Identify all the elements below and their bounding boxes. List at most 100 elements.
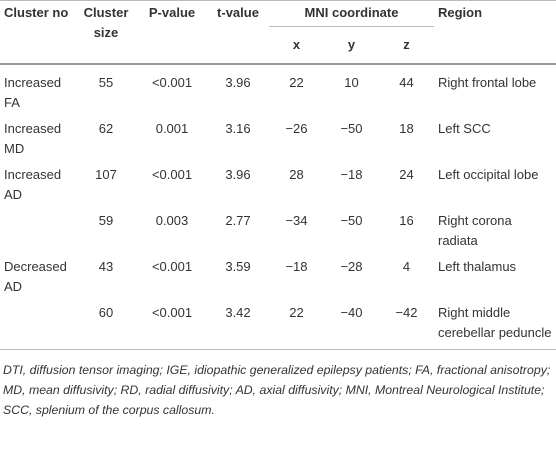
table-cell: −42 xyxy=(379,300,434,350)
cell-text: 3.16 xyxy=(225,121,251,136)
table-cell: 28 xyxy=(269,162,324,208)
table-cell xyxy=(0,208,75,254)
cell-text: −50 xyxy=(340,213,363,228)
cell-text: 3.42 xyxy=(225,305,251,320)
cell-text: 62 xyxy=(98,121,114,136)
cell-text: <0.001 xyxy=(151,167,193,182)
cell-text: 60 xyxy=(98,305,114,320)
header-row: x y z xyxy=(0,26,556,65)
header-cell: Cluster size xyxy=(75,0,137,65)
cell-text: <0.001 xyxy=(151,75,193,90)
cell-text: −42 xyxy=(395,305,418,320)
cell-text: Left occipital lobe xyxy=(438,167,539,182)
cell-text: Decreased AD xyxy=(4,259,67,294)
header-text: y xyxy=(347,37,356,52)
table-cell: −28 xyxy=(324,254,379,300)
cell-text: Left SCC xyxy=(438,121,491,136)
cell-text: Increased MD xyxy=(4,121,62,156)
table-cell: 3.96 xyxy=(207,162,269,208)
table-cell xyxy=(0,300,75,350)
table-cell: Left SCC xyxy=(434,116,556,162)
table-cell: 2.77 xyxy=(207,208,269,254)
cell-text: 107 xyxy=(95,167,117,182)
table-body: Increased FA 55 <0.001 3.96 22 10 44 Right fron… xyxy=(0,64,556,350)
cell-text: Right middle cerebellar peduncle xyxy=(438,305,552,340)
table-cell: 60 xyxy=(75,300,137,350)
header-text: P-value xyxy=(148,5,196,20)
table-cell: 10 xyxy=(324,64,379,116)
header-cell: z xyxy=(379,26,434,65)
header-text: x xyxy=(292,37,301,52)
table-cell: 3.16 xyxy=(207,116,269,162)
table-cell: 43 xyxy=(75,254,137,300)
cell-text: Increased FA xyxy=(4,75,62,110)
table-cell: −50 xyxy=(324,116,379,162)
header-cell: t-value xyxy=(207,0,269,65)
cell-text: 43 xyxy=(98,259,114,274)
table-row: 59 0.003 2.77 −34 −50 16 Right corona radiata xyxy=(0,208,556,254)
header-cell: x xyxy=(269,26,324,65)
table-cell: −18 xyxy=(324,162,379,208)
table-cell: 3.96 xyxy=(207,64,269,116)
table-cell: Left occipital lobe xyxy=(434,162,556,208)
cell-text: 4 xyxy=(402,259,411,274)
header-text: t-value xyxy=(217,5,259,20)
results-table: Cluster no Cluster size P-value t-value MNI … xyxy=(0,0,556,350)
cell-text: <0.001 xyxy=(151,305,193,320)
cell-text: −18 xyxy=(340,167,363,182)
cell-text: 44 xyxy=(399,75,414,90)
table-cell: 18 xyxy=(379,116,434,162)
footnote: DTI, diffusion tensor imaging; IGE, idio… xyxy=(3,363,551,417)
cell-text: 28 xyxy=(289,167,304,182)
table-row: Increased AD 107 <0.001 3.96 28 −18 24 Left occ… xyxy=(0,162,556,208)
cell-text: 3.59 xyxy=(225,259,251,274)
cell-text: 3.96 xyxy=(225,167,251,182)
header-text: Region xyxy=(438,5,483,20)
table-row: Decreased AD 43 <0.001 3.59 −18 −28 4 Left thal… xyxy=(0,254,556,300)
cell-text: Right corona radiata xyxy=(438,213,512,248)
table-cell: 4 xyxy=(379,254,434,300)
table-cell: 59 xyxy=(75,208,137,254)
header-text: Cluster size xyxy=(83,5,129,40)
table-cell: −50 xyxy=(324,208,379,254)
table-row: Increased FA 55 <0.001 3.96 22 10 44 Right fron… xyxy=(0,64,556,116)
cell-text: <0.001 xyxy=(151,259,193,274)
table-cell: 22 xyxy=(269,64,324,116)
header-cell: y xyxy=(324,26,379,65)
table-row: 60 <0.001 3.42 22 −40 −42 Right middle cerebel… xyxy=(0,300,556,350)
table-row: Increased MD 62 0.001 3.16 −26 −50 18 Left SCC xyxy=(0,116,556,162)
table-cell: 107 xyxy=(75,162,137,208)
table-cell: 24 xyxy=(379,162,434,208)
cell-text: −18 xyxy=(285,259,308,274)
table-cell: 3.59 xyxy=(207,254,269,300)
table-cell: 22 xyxy=(269,300,324,350)
header-cell: Cluster no xyxy=(0,0,75,65)
table-header: Cluster no Cluster size P-value t-value MNI … xyxy=(0,0,556,65)
table-cell: Increased FA xyxy=(0,64,75,116)
cell-text: 55 xyxy=(98,75,114,90)
cell-text: Left thalamus xyxy=(438,259,517,274)
table-cell: <0.001 xyxy=(137,64,207,116)
table-cell: <0.001 xyxy=(137,162,207,208)
cell-text: 22 xyxy=(289,305,304,320)
cell-text: 0.003 xyxy=(155,213,189,228)
cell-text: 18 xyxy=(399,121,414,136)
cell-text: −50 xyxy=(340,121,363,136)
table-cell: −26 xyxy=(269,116,324,162)
table-cell: 16 xyxy=(379,208,434,254)
cell-text: −28 xyxy=(340,259,363,274)
table-cell: 44 xyxy=(379,64,434,116)
table-cell: −18 xyxy=(269,254,324,300)
header-text: z xyxy=(403,37,410,52)
cell-text: 10 xyxy=(344,75,359,90)
table-cell: 0.001 xyxy=(137,116,207,162)
table-cell: Increased AD xyxy=(0,162,75,208)
table-cell: 3.42 xyxy=(207,300,269,350)
table-cell: <0.001 xyxy=(137,300,207,350)
table-cell: Right frontal lobe xyxy=(434,64,556,116)
cell-text: Increased AD xyxy=(4,167,62,202)
header-text: Cluster no xyxy=(4,5,69,20)
cell-text: −26 xyxy=(285,121,308,136)
cell-text: −40 xyxy=(340,305,363,320)
